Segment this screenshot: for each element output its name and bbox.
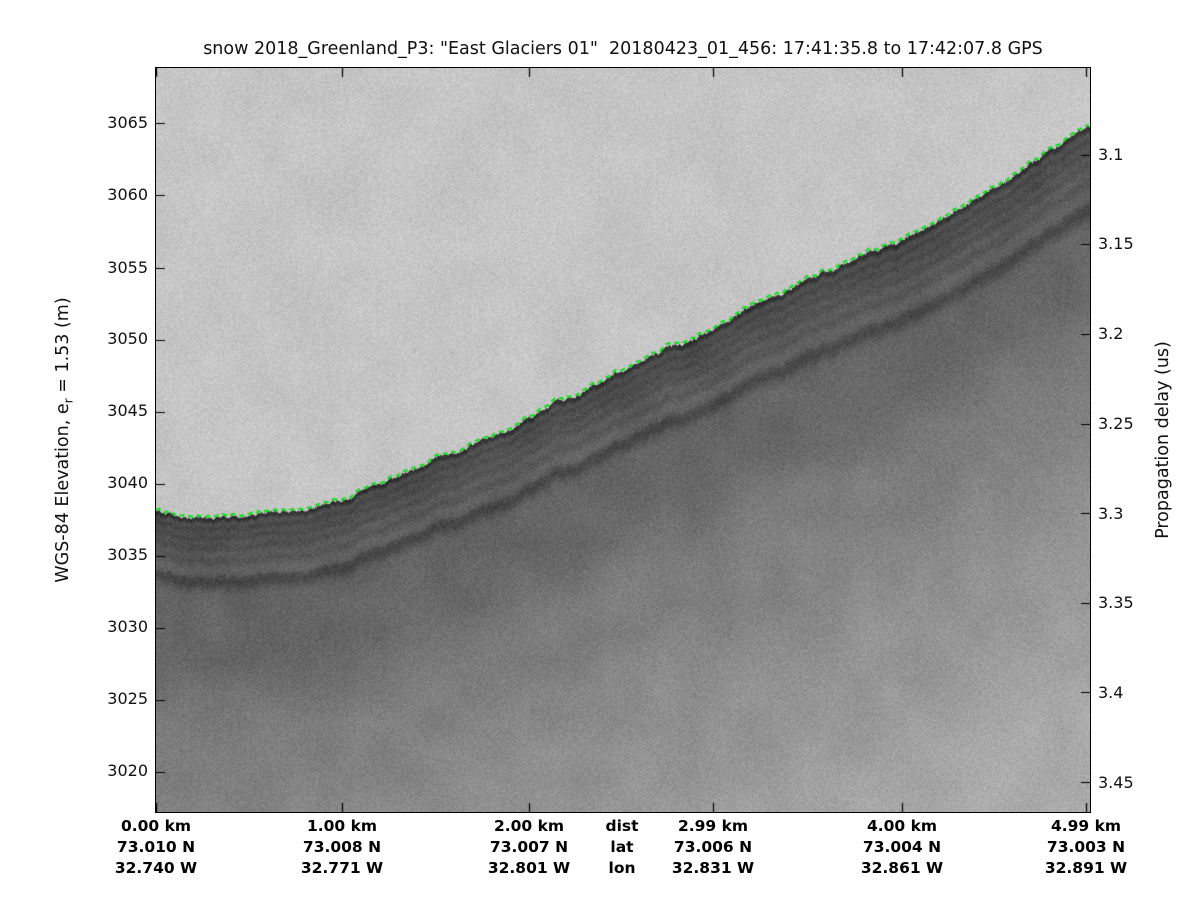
dist-value: 2.00 km bbox=[493, 817, 565, 835]
elevation-tick-label: 3035 bbox=[107, 545, 148, 564]
lon-value: 32.771 W bbox=[300, 859, 384, 877]
delay-tick-label: 3.15 bbox=[1098, 234, 1134, 253]
elevation-tick-label: 3045 bbox=[107, 401, 148, 420]
distance-column: 2.99 km 73.006 N 32.831 W bbox=[648, 816, 778, 879]
lat-key: lat bbox=[610, 838, 634, 856]
lon-value: 32.861 W bbox=[860, 859, 944, 877]
elevation-tick-label: 3020 bbox=[107, 761, 148, 780]
dist-value: 4.00 km bbox=[866, 817, 938, 835]
delay-tick-label: 3.25 bbox=[1098, 414, 1134, 433]
lat-value: 73.003 N bbox=[1046, 838, 1126, 856]
elevation-tick-label: 3050 bbox=[107, 329, 148, 348]
lat-value: 73.007 N bbox=[489, 838, 569, 856]
delay-tick-label: 3.4 bbox=[1098, 683, 1124, 702]
lon-value: 32.891 W bbox=[1044, 859, 1128, 877]
dist-key: dist bbox=[605, 817, 639, 835]
lon-key: lon bbox=[608, 859, 636, 877]
delay-tick-label: 3.45 bbox=[1098, 773, 1134, 792]
echogram-canvas bbox=[156, 68, 1090, 812]
lat-value: 73.008 N bbox=[302, 838, 382, 856]
distance-column: 4.00 km 73.004 N 32.861 W bbox=[837, 816, 967, 879]
y-axis-label-left-subscript: r bbox=[61, 398, 76, 404]
elevation-tick-label: 3030 bbox=[107, 617, 148, 636]
elevation-tick-label: 3060 bbox=[107, 185, 148, 204]
elevation-tick-label: 3065 bbox=[107, 113, 148, 132]
y-axis-label-left-units: = 1.53 (m) bbox=[52, 297, 73, 399]
delay-tick-label: 3.1 bbox=[1098, 145, 1124, 164]
elevation-tick-label: 3025 bbox=[107, 689, 148, 708]
delay-tick-label: 3.3 bbox=[1098, 504, 1124, 523]
lon-value: 32.740 W bbox=[114, 859, 198, 877]
figure-title: snow 2018_Greenland_P3: "East Glaciers 0… bbox=[203, 39, 1043, 59]
y-axis-label-left: WGS-84 Elevation, er = 1.53 (m) bbox=[53, 297, 76, 582]
dist-value: 4.99 km bbox=[1050, 817, 1122, 835]
lat-value: 73.010 N bbox=[116, 838, 196, 856]
delay-tick-label: 3.35 bbox=[1098, 593, 1134, 612]
axis-row-keys: dist lat lon bbox=[594, 816, 650, 879]
lon-value: 32.801 W bbox=[487, 859, 571, 877]
plot-area bbox=[155, 67, 1091, 813]
distance-column: 2.00 km 73.007 N 32.801 W bbox=[464, 816, 594, 879]
delay-tick-label: 3.2 bbox=[1098, 324, 1124, 343]
dist-value: 0.00 km bbox=[120, 817, 192, 835]
dist-value: 1.00 km bbox=[306, 817, 378, 835]
dist-value: 2.99 km bbox=[677, 817, 749, 835]
y-axis-label-left-text: WGS-84 Elevation, e bbox=[52, 403, 73, 583]
distance-column: 0.00 km 73.010 N 32.740 W bbox=[91, 816, 221, 879]
elevation-tick-label: 3055 bbox=[107, 258, 148, 277]
distance-column: 4.99 km 73.003 N 32.891 W bbox=[1021, 816, 1151, 879]
lat-value: 73.006 N bbox=[673, 838, 753, 856]
lat-value: 73.004 N bbox=[862, 838, 942, 856]
distance-column: 1.00 km 73.008 N 32.771 W bbox=[277, 816, 407, 879]
elevation-tick-label: 3040 bbox=[107, 473, 148, 492]
lon-value: 32.831 W bbox=[671, 859, 755, 877]
